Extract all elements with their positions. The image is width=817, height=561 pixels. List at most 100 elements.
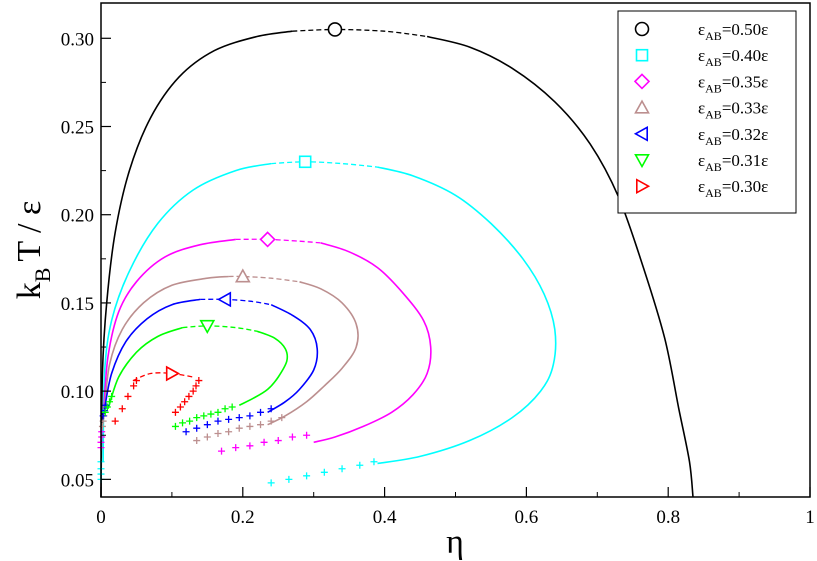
series-2 xyxy=(103,231,432,455)
low-eta-points-4 xyxy=(101,392,116,416)
series-6-sim-point-0 xyxy=(111,417,119,425)
series-3-critical-point xyxy=(234,268,251,283)
legend-marker-1 xyxy=(635,48,649,62)
low-eta-point-2-0 xyxy=(98,422,106,430)
legend-marker-2 xyxy=(633,73,651,90)
legend-label-value-0: =0.50ε xyxy=(722,20,768,39)
series-6-sim-point-4 xyxy=(132,377,140,385)
series-6-sim-point-3 xyxy=(130,382,138,390)
x-tick-label-4: 0.8 xyxy=(656,507,680,528)
legend-label-sub-3: AB xyxy=(705,108,722,122)
legend-label-value-1: =0.40ε xyxy=(722,46,768,65)
legend-label-sub-1: AB xyxy=(705,55,722,69)
series-3-critical-region xyxy=(228,275,300,283)
low-eta-point-4-2 xyxy=(106,398,114,406)
series-4-sim-point-2 xyxy=(203,421,211,429)
series-4-left-branch xyxy=(103,298,201,409)
legend-label-eps-1: ε xyxy=(698,46,705,65)
series-1-critical-point xyxy=(298,155,312,169)
legend-marker-5 xyxy=(634,154,650,169)
legend-item-4: εAB=0.32ε xyxy=(633,125,768,148)
series-4 xyxy=(103,291,319,436)
low-eta-point-4-3 xyxy=(108,392,116,400)
series-5-sim-point-0 xyxy=(171,422,179,430)
legend-label-eps-5: ε xyxy=(698,151,705,170)
legend-label-sub-5: AB xyxy=(705,160,722,174)
series-6-sim-point-2 xyxy=(124,392,132,400)
series-2-sim-point-4 xyxy=(274,437,282,445)
series-6-sim-point-9 xyxy=(189,387,197,395)
series-4-critical-point xyxy=(216,291,232,308)
series-1-sim-point-5 xyxy=(356,461,364,469)
series-3-sim-point-4 xyxy=(235,424,243,432)
series-5-sim-point-5 xyxy=(207,410,215,418)
legend-label-eps-0: ε xyxy=(698,20,705,39)
legend: εAB=0.50εεAB=0.40εεAB=0.35εεAB=0.33εεAB=… xyxy=(617,10,797,214)
legend-box xyxy=(617,10,797,214)
series-2-left-branch xyxy=(103,238,236,409)
series-3-sim-point-8 xyxy=(278,414,286,422)
legend-item-0: εAB=0.50ε xyxy=(634,20,768,43)
legend-marker-6 xyxy=(635,178,651,195)
legend-label-value-6: =0.30ε xyxy=(722,177,768,196)
series-4-critical-region xyxy=(200,298,272,306)
y-tick-label-4: 0.25 xyxy=(61,118,94,139)
x-tick-label-3: 0.6 xyxy=(515,507,539,528)
low-eta-point-4-1 xyxy=(103,403,111,411)
series-3-sim-point-2 xyxy=(214,429,222,437)
series-5-sim-point-4 xyxy=(200,412,208,420)
legend-marker-3 xyxy=(634,99,650,114)
legend-label-eps-3: ε xyxy=(698,99,705,118)
series-3-sim-point-0 xyxy=(193,437,201,445)
series-1-critical-region xyxy=(271,161,378,168)
axis-ticks: 0 0.2 0.4 0.6 0.8 1 0.05 0.10 0.15 0.20 0.25 0.30 xyxy=(61,29,815,528)
series-3 xyxy=(103,268,359,445)
series-3-right-branch xyxy=(267,281,359,426)
legend-label-value-5: =0.31ε xyxy=(722,151,768,170)
legend-label-sub-2: AB xyxy=(705,81,722,95)
series-2-critical-region xyxy=(235,238,321,244)
low-eta-point-4-0 xyxy=(101,408,109,416)
series-4-sim-point-0 xyxy=(182,428,190,436)
series-3-sim-point-6 xyxy=(257,421,265,429)
legend-label-0: εAB=0.50ε xyxy=(698,20,768,43)
legend-label-2: εAB=0.35ε xyxy=(698,72,768,95)
y-tick-label-1: 0.10 xyxy=(61,382,94,403)
series-4-sim-point-7 xyxy=(257,408,265,416)
series-1 xyxy=(102,155,557,487)
legend-label-5: εAB=0.31ε xyxy=(698,151,768,174)
series-6-critical-region xyxy=(132,372,194,382)
series-5-critical-region xyxy=(182,325,258,332)
x-axis-label: η xyxy=(446,524,464,561)
legend-item-2: εAB=0.35ε xyxy=(633,72,768,95)
series-4-sim-point-4 xyxy=(225,415,233,423)
series-1-sim-point-0 xyxy=(267,479,275,487)
series-0-critical-region xyxy=(292,28,428,38)
series-4-sim-point-6 xyxy=(246,412,254,420)
series-5-sim-point-1 xyxy=(179,419,187,427)
series-6-sim-point-6 xyxy=(176,403,184,411)
legend-label-eps-4: ε xyxy=(698,125,705,144)
y-tick-label-3: 0.20 xyxy=(61,206,94,227)
legend-label-4: εAB=0.32ε xyxy=(698,125,768,148)
series-4-sim-point-5 xyxy=(235,414,243,422)
legend-label-sub-4: AB xyxy=(705,134,722,148)
legend-label-6: εAB=0.30ε xyxy=(698,177,768,200)
y-axis-label-sub: B xyxy=(30,268,55,283)
legend-item-5: εAB=0.31ε xyxy=(634,151,768,174)
series-2-sim-point-0 xyxy=(218,447,226,455)
series-6-sim-point-5 xyxy=(171,408,179,416)
series-6-critical-point xyxy=(165,365,181,382)
series-2-sim-point-3 xyxy=(260,438,268,446)
legend-marker-4 xyxy=(633,125,649,142)
legend-label-eps-2: ε xyxy=(698,72,705,91)
y-axis-label-k: k xyxy=(11,282,48,299)
y-axis-label: kB T / ε xyxy=(11,201,55,300)
x-tick-label-1: 0.2 xyxy=(231,507,255,528)
legend-label-eps-6: ε xyxy=(698,177,705,196)
series-1-right-branch xyxy=(377,166,557,465)
legend-label-value-2: =0.35ε xyxy=(722,72,768,91)
series-1-sim-point-6 xyxy=(370,458,378,466)
series-2-sim-point-2 xyxy=(246,442,254,450)
y-tick-label-5: 0.30 xyxy=(61,29,94,50)
